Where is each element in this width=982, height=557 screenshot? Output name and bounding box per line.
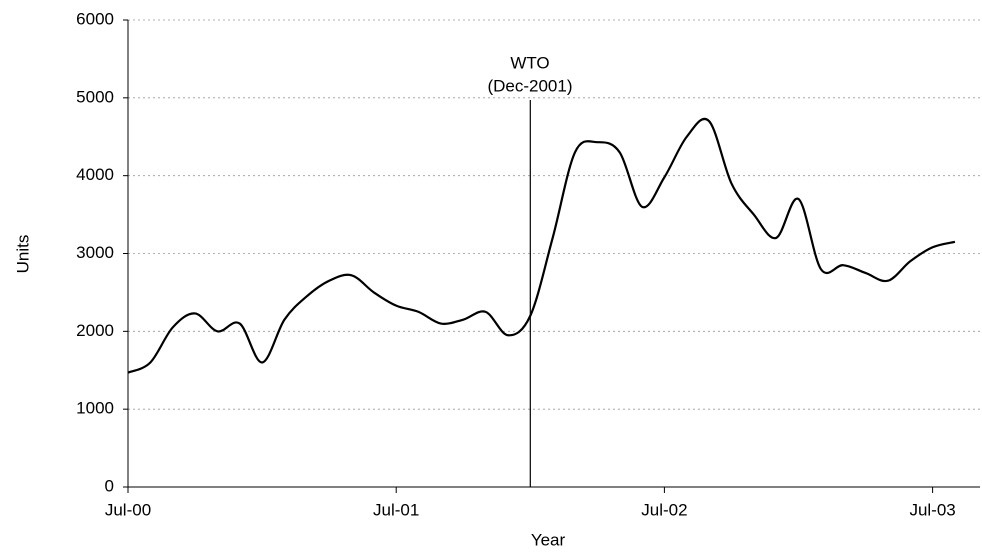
y-tick-label: 6000 (76, 9, 114, 28)
y-tick-label: 1000 (76, 399, 114, 418)
line (127, 117, 956, 374)
y-tick-label: 3000 (76, 243, 114, 262)
annotation: WTO (510, 53, 549, 72)
y-tick-label: 0 (105, 476, 114, 495)
x-tick-label: Jul-03 (909, 500, 955, 519)
annotation: (Dec-2001) (487, 76, 572, 95)
x-tick-label: Jul-02 (641, 500, 687, 519)
y-tick-label: 4000 (76, 165, 114, 184)
y-axis-title: Units (13, 235, 32, 274)
y-tick-label: 5000 (76, 87, 114, 106)
x-tick-label: Jul-00 (105, 500, 151, 519)
x-tick-label: Jul-01 (373, 500, 419, 519)
x-axis-title: Year (531, 530, 566, 549)
y-tick-label: 2000 (76, 321, 114, 340)
